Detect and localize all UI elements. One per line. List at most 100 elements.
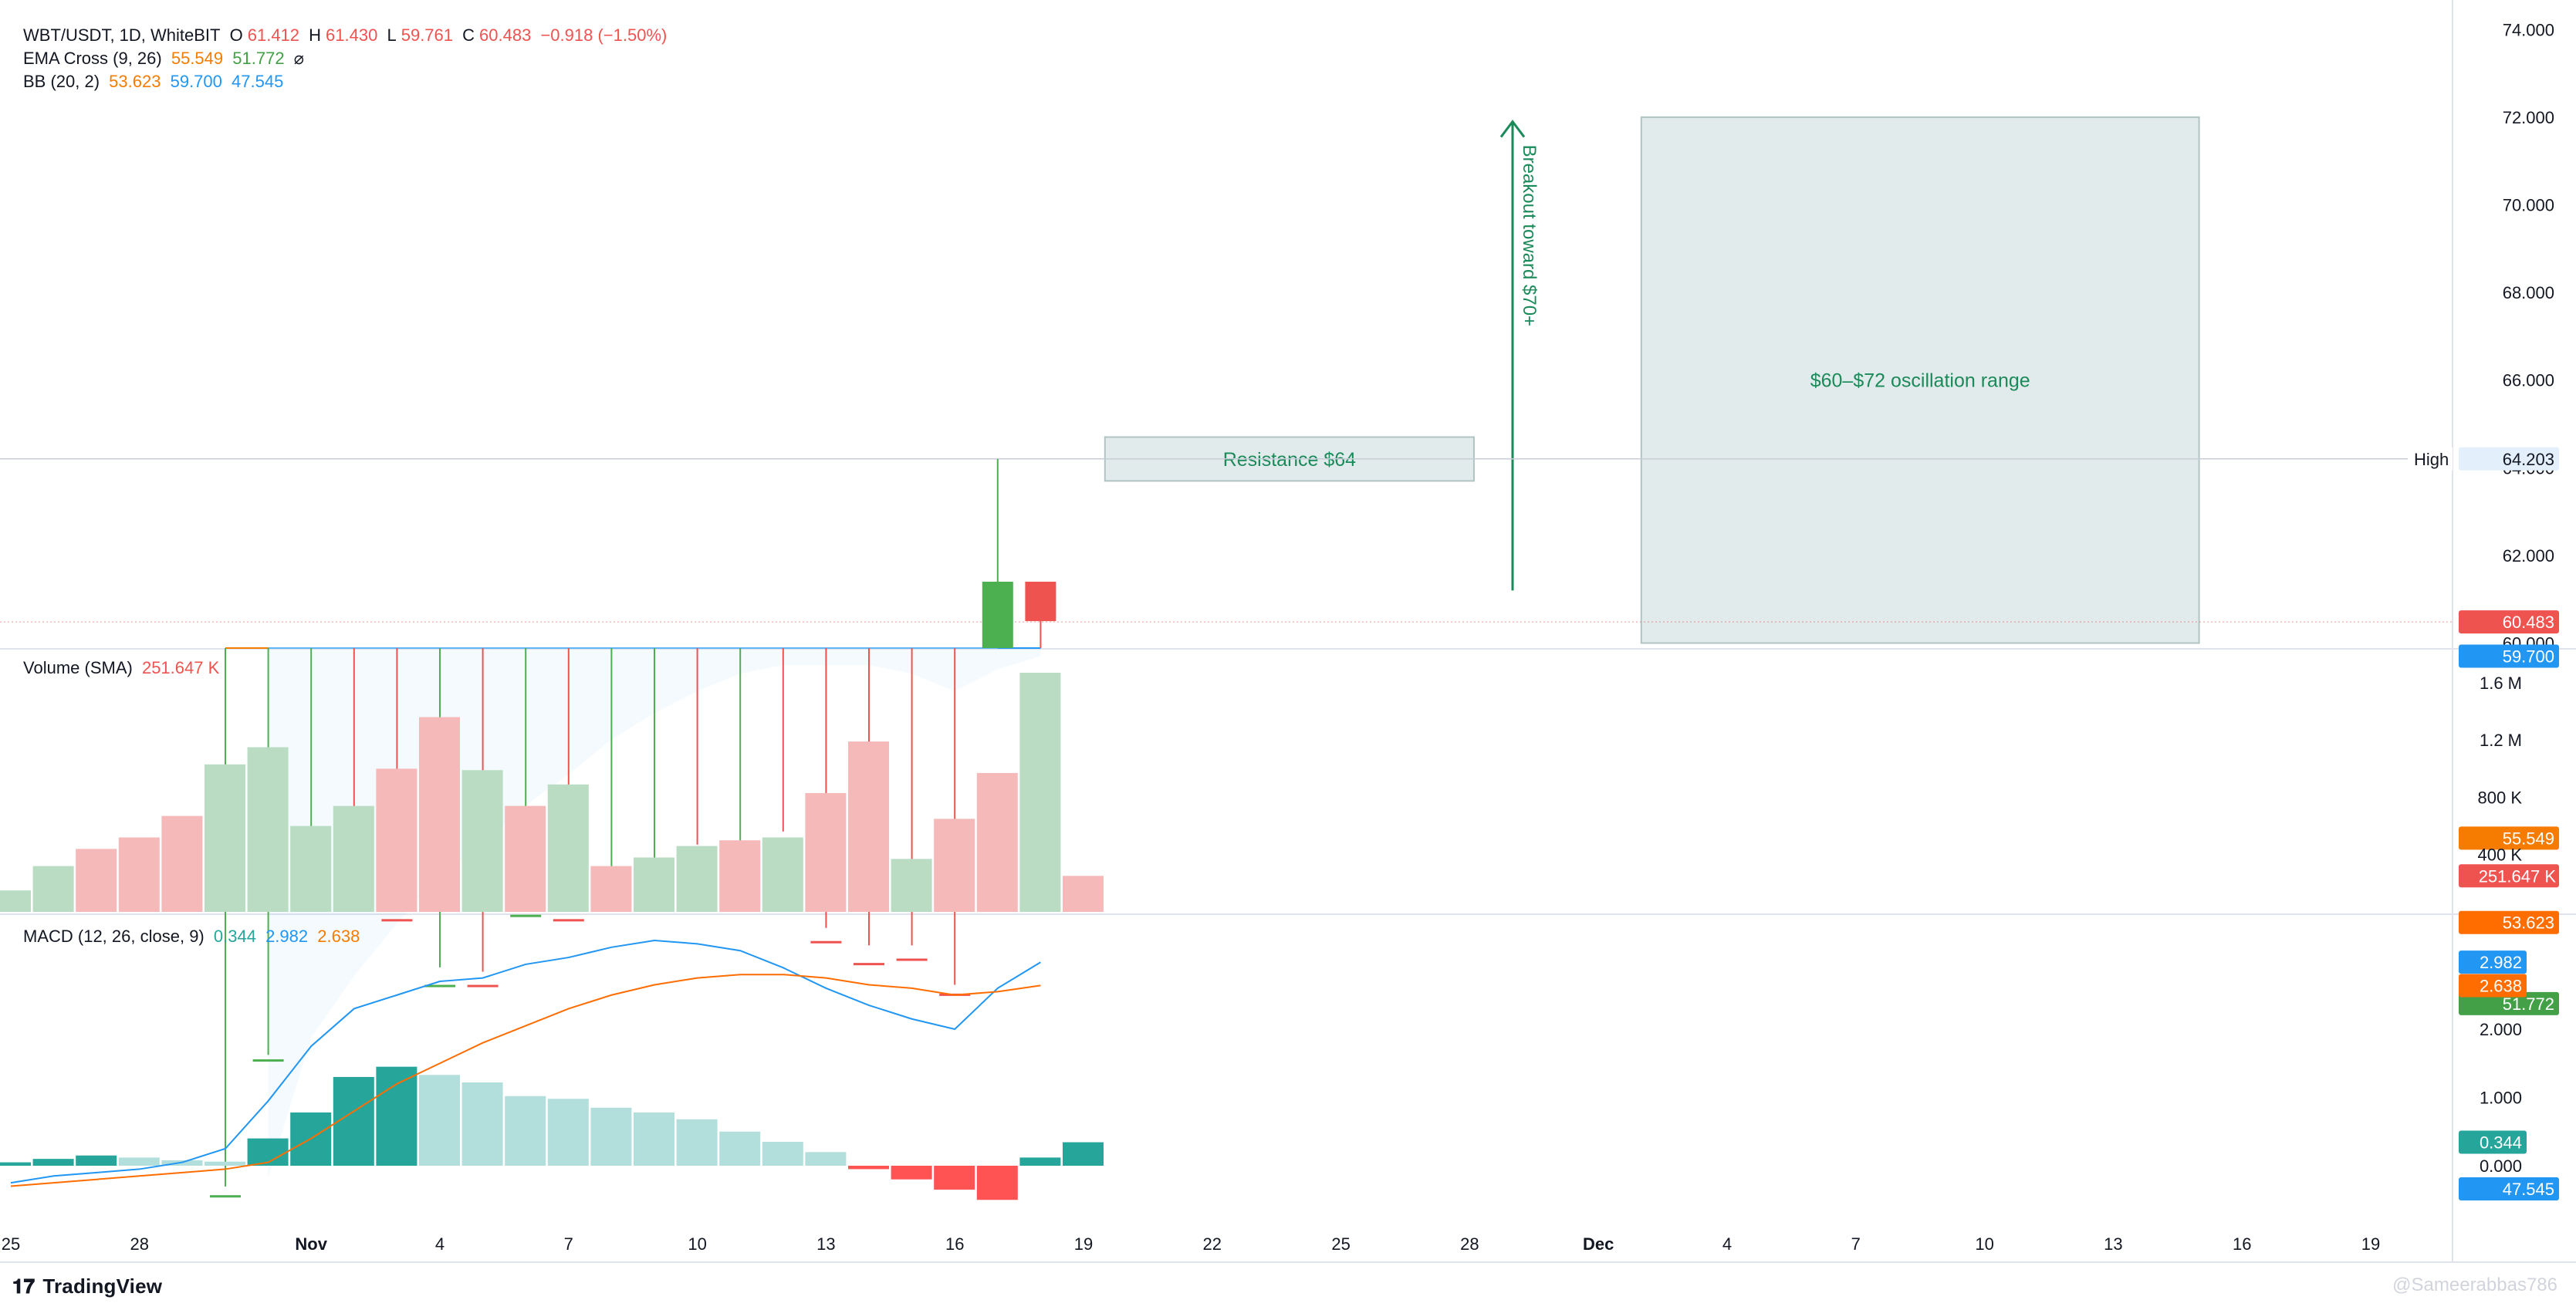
macd-label: MACD (12, 26, close, 9)	[23, 927, 205, 946]
macd-hist-bar	[376, 1066, 418, 1166]
volume-badge-label: 251.647 K	[2479, 866, 2557, 886]
volume-bar	[76, 849, 117, 912]
annotations: Resistance $64 Breakout toward $70+ $60–$7…	[1104, 116, 2200, 644]
volume-bar	[205, 764, 245, 912]
x-tick-label: 19	[2361, 1234, 2380, 1254]
price-badge-label: 55.549	[2503, 829, 2554, 848]
x-tick-label: Nov	[295, 1234, 327, 1254]
candle-body	[810, 940, 842, 944]
x-tick-label: 16	[945, 1234, 964, 1254]
candle-body	[896, 958, 928, 961]
volume-bar	[376, 768, 418, 912]
macd-hist-bar	[0, 1162, 31, 1166]
high-value: 61.430	[326, 25, 378, 45]
high-label: H	[309, 25, 322, 45]
x-tick-label: 7	[564, 1234, 573, 1254]
macd-tick-label: 0.000	[2480, 1156, 2522, 1176]
volume-value: 251.647 K	[141, 658, 220, 677]
macd-hist-bar	[1019, 1157, 1061, 1166]
high-label: High	[2414, 450, 2449, 469]
candle-body	[1025, 581, 1056, 622]
y-tick-label: 68.000	[2503, 283, 2554, 302]
y-tick-label: 74.000	[2503, 20, 2554, 39]
volume-bar	[719, 840, 761, 912]
macd-hist-bar	[891, 1166, 932, 1180]
candle-body	[982, 581, 1013, 648]
price-y-axis: 60.00062.00064.00066.00068.00070.00072.0…	[2503, 20, 2554, 653]
volume-label: Volume (SMA)	[23, 658, 133, 677]
bb-legend[interactable]: BB (20, 2) 53.623 59.700 47.545	[23, 69, 288, 94]
x-tick-label: 10	[1975, 1234, 1993, 1254]
macd-badge	[2459, 974, 2527, 998]
macd-hist-bar	[590, 1107, 632, 1166]
x-tick-label: 4	[1722, 1234, 1732, 1254]
macd-tick-label: 2.000	[2480, 1020, 2522, 1039]
macd-hist-bar	[1063, 1142, 1104, 1166]
volume-bar	[891, 859, 932, 912]
x-tick-label: 22	[1203, 1234, 1222, 1254]
price-badge-label: 60.483	[2503, 613, 2554, 632]
x-tick-label: Dec	[1583, 1234, 1614, 1254]
close-value: 60.483	[479, 25, 532, 45]
volume-bar	[547, 784, 589, 912]
macd-hist-bar	[934, 1166, 975, 1190]
macd-badge-label: 2.982	[2480, 953, 2522, 972]
macd-signal-value: 2.638	[317, 927, 360, 946]
volume-tick-label: 800 K	[2478, 788, 2523, 807]
macd-hist-bar	[461, 1082, 503, 1166]
price-badge-label: 47.545	[2503, 1180, 2554, 1199]
macd-badge	[2459, 1130, 2527, 1154]
macd-hist-bar	[247, 1138, 289, 1166]
open-label: O	[229, 25, 243, 45]
macd-hist-bar	[32, 1159, 74, 1166]
volume-bar	[290, 826, 332, 912]
x-tick-label: 16	[2233, 1234, 2251, 1254]
price-badge-label: 51.772	[2503, 994, 2554, 1014]
low-value: 59.761	[401, 25, 454, 45]
volume-tick-label: 1.2 M	[2480, 731, 2522, 750]
volume-bar	[118, 837, 160, 912]
macd-series-line	[10, 939, 1041, 1184]
volume-bar	[590, 866, 632, 912]
volume-legend[interactable]: Volume (SMA) 251.647 K	[23, 656, 224, 680]
price-badge	[2459, 826, 2559, 850]
bb-lower-value: 47.545	[232, 72, 284, 91]
volume-bar	[676, 846, 718, 912]
x-tick-label: 7	[1851, 1234, 1861, 1254]
ema-label: EMA Cross (9, 26)	[23, 49, 162, 68]
volume-bar	[1019, 673, 1061, 912]
volume-bar	[161, 815, 203, 912]
ema-hidden-icon[interactable]: ⌀	[293, 49, 304, 68]
zone-label: $60–$72 oscillation range	[1810, 370, 2030, 392]
volume-bar	[1063, 876, 1104, 912]
macd-hist-bar	[848, 1166, 889, 1170]
volume-tick-label: 400 K	[2478, 846, 2523, 865]
macd-hist-value: 0.344	[213, 927, 256, 946]
ema-legend[interactable]: EMA Cross (9, 26) 55.549 51.772 ⌀	[23, 46, 309, 71]
volume-bar	[505, 805, 546, 912]
volume-bar	[762, 837, 803, 912]
symbol-title[interactable]: WBT/USDT, 1D, WhiteBIT	[23, 25, 221, 45]
volume-bar	[333, 805, 374, 912]
change-value: −0.918 (−1.50%)	[540, 25, 668, 45]
macd-line-value: 2.982	[265, 927, 309, 946]
volume-bar	[805, 792, 847, 912]
price-badge	[2459, 610, 2559, 634]
candle-body	[510, 914, 542, 917]
price-badge-label: 59.700	[2503, 647, 2554, 667]
volume-bar	[848, 741, 889, 912]
ema-slow-value: 51.772	[232, 49, 285, 68]
macd-badge	[2459, 950, 2527, 974]
candle-body	[467, 984, 499, 988]
candle-body	[854, 963, 884, 966]
macd-legend[interactable]: MACD (12, 26, close, 9) 0.344 2.982 2.63…	[23, 924, 364, 949]
close-label: C	[462, 25, 475, 45]
candle-body	[424, 984, 455, 988]
tradingview-logo[interactable]: 𝟏𝟕 TradingView	[12, 1275, 162, 1299]
tradingview-logo-icon: 𝟏𝟕	[12, 1275, 35, 1298]
volume-bar	[976, 772, 1018, 912]
macd-badge-label: 0.344	[2480, 1133, 2522, 1153]
x-tick-label: 10	[688, 1234, 706, 1254]
y-tick-label: 66.000	[2503, 371, 2554, 390]
